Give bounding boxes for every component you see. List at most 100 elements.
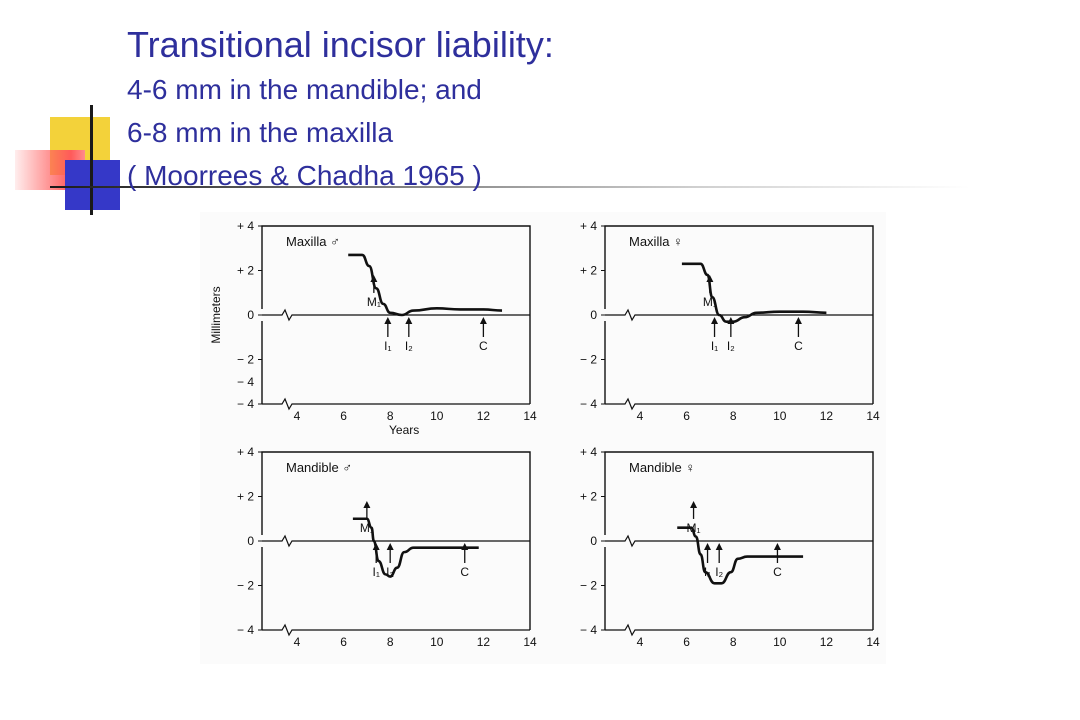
y-tick-label: + 4 (237, 445, 254, 459)
series-line (681, 262, 827, 323)
x-tick-label: 4 (637, 635, 644, 649)
slide-title-block: Transitional incisor liability: 4-6 mm i… (127, 22, 554, 197)
series-line (348, 253, 503, 317)
x-tick-label: 12 (820, 635, 834, 649)
y-tick-label: + 2 (580, 264, 597, 278)
event-arrowhead (727, 317, 735, 324)
event-arrowhead (461, 543, 469, 550)
panel-title: Maxilla ♂ (286, 234, 340, 249)
y-tick-label: + 4 (580, 219, 597, 233)
x-tick-label: 4 (294, 635, 301, 649)
x-tick-label: 8 (387, 635, 394, 649)
series-line (677, 526, 804, 585)
series-line (352, 517, 479, 578)
y-tick-label: − 4 (237, 397, 254, 411)
y-axis-label: Millimeters (209, 286, 223, 343)
panel-title: Maxilla ♀ (629, 234, 683, 249)
event-label: I₁ (372, 565, 379, 579)
event-arrowhead (690, 500, 698, 508)
y-tick-label: − 2 (237, 579, 254, 593)
zero-baseline (262, 308, 530, 322)
decor-vertical-line (90, 105, 93, 215)
y-tick-label: − 4 (237, 375, 254, 389)
zero-baseline (262, 534, 530, 548)
event-arrowhead (363, 500, 371, 508)
panel-title: Mandible ♀ (629, 460, 695, 475)
event-label: C (773, 565, 782, 579)
x-tick-label: 14 (866, 635, 880, 649)
event-label: I₁ (384, 339, 391, 353)
panel-title: Mandible ♂ (286, 460, 352, 475)
x-tick-label: 6 (683, 409, 690, 423)
x-tick-label: 12 (820, 409, 834, 423)
event-label: I₁ (711, 339, 718, 353)
event-arrowhead (370, 274, 378, 282)
event-label: M₁ (687, 521, 701, 535)
y-tick-label: + 4 (237, 219, 254, 233)
y-tick-label: − 4 (237, 623, 254, 637)
y-tick-label: − 2 (237, 353, 254, 367)
event-label: M₁ (360, 521, 374, 535)
y-tick-label: + 2 (580, 490, 597, 504)
event-label: C (479, 339, 488, 353)
event-arrowhead (773, 543, 781, 550)
x-tick-label: 6 (340, 635, 347, 649)
event-arrowhead (794, 317, 802, 324)
event-label: M₁ (367, 295, 381, 309)
x-tick-label: 12 (477, 409, 491, 423)
subtitle-line-2: 6-8 mm in the maxilla (127, 117, 394, 148)
x-tick-label: 14 (523, 635, 537, 649)
x-axis (262, 397, 530, 411)
event-arrowhead (372, 543, 380, 550)
event-arrowhead (386, 543, 394, 550)
decor-horizontal-line (50, 186, 970, 188)
x-tick-label: 14 (866, 409, 880, 423)
subtitle-line-3: ( Moorrees & Chadha 1965 ) (127, 160, 482, 191)
event-arrowhead (405, 317, 413, 324)
x-axis (605, 397, 873, 411)
chart-mandible-male: + 4 + 2 0 − 2 − 4 4 6 8 10 12 14 Mandible ♂ M₁ I₁ I₂ C (237, 445, 537, 649)
y-tick-label: 0 (247, 534, 254, 548)
zero-baseline (605, 534, 873, 548)
subtitle-line-1: 4-6 mm in the mandible; and (127, 74, 482, 105)
x-tick-label: 10 (430, 635, 444, 649)
y-tick-label: + 4 (580, 445, 597, 459)
event-label: I₂ (727, 339, 735, 353)
x-tick-label: 10 (430, 409, 444, 423)
y-tick-label: − 4 (580, 397, 597, 411)
x-axis (605, 623, 873, 637)
event-arrowhead (715, 543, 723, 550)
scanned-figure: + 4 + 2 0 − 2 − 4 − 4 4 6 8 10 12 14 Millimeters Year… (200, 212, 886, 664)
zero-baseline (605, 308, 873, 322)
y-tick-label: 0 (247, 308, 254, 322)
event-label: I₁ (704, 565, 711, 579)
x-tick-label: 12 (477, 635, 491, 649)
x-tick-label: 8 (387, 409, 394, 423)
y-tick-label: + 2 (237, 264, 254, 278)
x-tick-label: 8 (730, 409, 737, 423)
y-tick-label: − 4 (580, 623, 597, 637)
event-label: C (460, 565, 469, 579)
event-arrowhead (479, 317, 487, 324)
x-tick-label: 10 (773, 635, 787, 649)
event-arrowhead (384, 317, 392, 324)
event-label: I₂ (405, 339, 413, 353)
event-label: M₁ (703, 295, 717, 309)
slide-title: Transitional incisor liability: (127, 24, 554, 65)
chart-mandible-female: + 4 + 2 0 − 2 − 4 4 6 8 10 12 14 Mandible ♀ M₁ I₁ I₂ C (580, 445, 880, 649)
event-label: C (794, 339, 803, 353)
y-tick-label: 0 (590, 308, 597, 322)
event-label: I₂ (715, 565, 723, 579)
x-tick-label: 6 (683, 635, 690, 649)
event-arrowhead (711, 317, 719, 324)
event-arrowhead (706, 274, 714, 282)
x-tick-label: 4 (637, 409, 644, 423)
x-tick-label: 4 (294, 409, 301, 423)
y-tick-label: − 2 (580, 353, 597, 367)
y-tick-label: + 2 (237, 490, 254, 504)
y-tick-label: 0 (590, 534, 597, 548)
x-axis (262, 623, 530, 637)
event-arrowhead (704, 543, 712, 550)
chart-maxilla-male: + 4 + 2 0 − 2 − 4 − 4 4 6 8 10 12 14 Millimeters Year… (209, 219, 537, 437)
y-tick-label: − 2 (580, 579, 597, 593)
